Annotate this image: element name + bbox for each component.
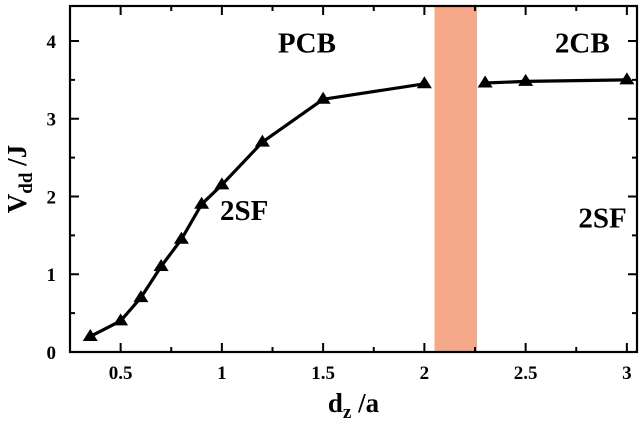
y-axis-title-sub: dd xyxy=(16,172,37,194)
data-point-triangle xyxy=(214,177,230,190)
y-axis-title-rest: /J xyxy=(2,145,32,173)
data-point-triangle xyxy=(254,134,270,147)
data-point-triangle xyxy=(518,73,534,86)
data-point-triangle xyxy=(194,196,210,209)
shaded-transition-band xyxy=(434,6,478,352)
region-label: 2CB xyxy=(555,28,610,60)
y-tick-label: 0 xyxy=(47,343,57,364)
data-point-triangle xyxy=(82,328,98,341)
data-point-triangle xyxy=(315,91,331,104)
data-point-triangle xyxy=(153,258,169,271)
x-axis-title-sub: z xyxy=(343,402,352,421)
x-tick-label: 3 xyxy=(622,363,632,384)
y-tick-label: 2 xyxy=(47,187,57,208)
x-axis-title: dz /a xyxy=(328,388,380,421)
x-axis-title-main: d xyxy=(328,388,343,418)
data-point-triangle xyxy=(173,231,189,244)
y-axis-title: Vdd /J xyxy=(2,145,37,213)
data-point-triangle xyxy=(416,76,432,89)
x-axis-title-rest: /a xyxy=(351,388,379,418)
x-tick-label: 1 xyxy=(217,363,227,384)
region-label: 2SF xyxy=(578,203,626,235)
axis-ticks: 0.5 1 1.5 2 2.5 3 0 1 2 3 4 xyxy=(47,6,637,384)
x-tick-label: 1.5 xyxy=(311,363,335,384)
series-line-2 xyxy=(485,78,627,85)
region-annotations: PCB 2CB 2SF 2SF xyxy=(220,28,627,235)
region-label: 2SF xyxy=(220,195,268,227)
data-point-triangle xyxy=(133,290,149,303)
shaded-band-layer xyxy=(434,6,478,352)
y-tick-label: 4 xyxy=(47,32,57,53)
y-axis-title-main: V xyxy=(2,193,32,213)
series-layer xyxy=(82,72,635,341)
series-line-1 xyxy=(89,82,425,338)
data-point-triangle xyxy=(113,313,129,326)
y-tick-label: 1 xyxy=(47,265,57,286)
region-label: PCB xyxy=(278,28,336,60)
plot-frame xyxy=(68,4,639,354)
x-tick-label: 2.5 xyxy=(514,363,538,384)
x-tick-label: 2 xyxy=(420,363,430,384)
y-tick-label: 3 xyxy=(47,110,57,131)
data-point-triangle xyxy=(619,72,635,85)
data-point-triangle xyxy=(477,75,493,88)
x-tick-label: 0.5 xyxy=(109,363,133,384)
